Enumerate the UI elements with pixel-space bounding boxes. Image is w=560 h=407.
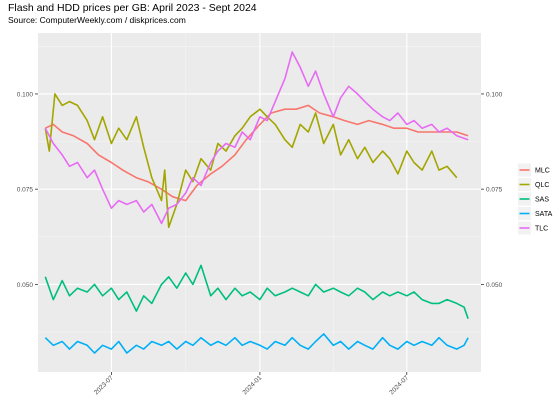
y-tick-label: 0.075 [17,187,34,194]
legend-label: QLC [535,182,549,189]
y-axis-right: 0.050 0.075 0.100 [481,91,503,289]
legend-label: SAS [535,197,549,204]
chart-title: Flash and HDD prices per GB: April 2023 … [8,2,257,14]
y-tick-label-right: 0.100 [486,91,503,98]
series-line-tlc [44,51,469,225]
x-tick-label: 2023-07 [93,374,115,396]
series-line-sata [44,333,469,354]
y-tick-label-right: 0.075 [486,187,503,194]
y-tick-label: 0.050 [17,282,34,289]
legend-label: TLC [535,226,548,233]
major-gridlines [38,33,481,372]
series-lines [44,51,469,354]
legend: MLC QLC SAS SATA TLC [518,163,553,235]
x-axis: 2023-07 2024-01 2024-07 [93,372,410,396]
legend-label: SATA [535,211,553,218]
legend-label: MLC [535,168,550,175]
y-tick-label: 0.100 [17,91,34,98]
x-tick-label: 2024-01 [241,374,263,396]
y-axis-left: 0.050 0.075 0.100 [17,91,38,289]
chart-subtitle: Source: ComputerWeekly.com / diskprices.… [8,15,186,25]
x-tick-label: 2024-07 [388,374,410,396]
series-line-sas [44,264,469,319]
series-line-qlc [44,93,458,229]
y-tick-label-right: 0.050 [486,282,503,289]
